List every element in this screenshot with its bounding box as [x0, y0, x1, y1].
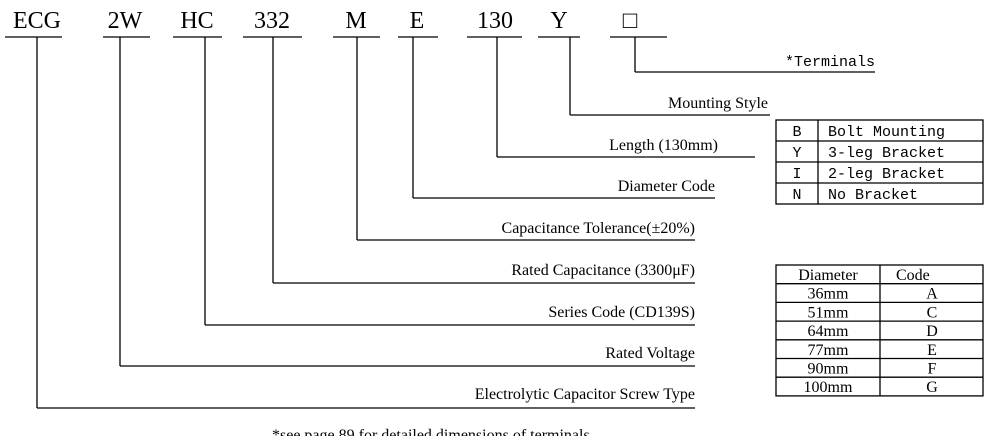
table-cell: 2-leg Bracket: [828, 166, 945, 183]
explanation: Mounting Style: [668, 95, 768, 112]
table-cell: No Bracket: [828, 187, 918, 204]
code: HC: [180, 8, 213, 34]
explanation: Rated Voltage: [605, 345, 695, 362]
code: ECG: [13, 8, 61, 34]
table-cell: Bolt Mounting: [828, 124, 945, 141]
explanation: Diameter Code: [618, 178, 715, 195]
table-cell: D: [926, 323, 938, 340]
code: 130: [477, 8, 513, 34]
table-cell: 77mm: [808, 342, 849, 359]
table-cell: B: [792, 124, 801, 141]
explanation: Length (130mm): [609, 137, 718, 154]
code: M: [345, 8, 366, 34]
table-cell: 64mm: [808, 323, 849, 340]
table-cell: E: [927, 342, 937, 359]
explanation: Series Code (CD139S): [548, 304, 695, 321]
table-cell: I: [792, 166, 801, 183]
table-cell: Diameter: [798, 267, 858, 284]
table-cell: N: [792, 187, 801, 204]
table-cell: 36mm: [808, 286, 849, 303]
table-cell: C: [927, 304, 938, 321]
table-cell: 90mm: [808, 361, 849, 378]
explanation: *Terminals: [785, 54, 875, 71]
code: E: [410, 8, 425, 34]
table-cell: 51mm: [808, 304, 849, 321]
table-cell: A: [926, 286, 938, 303]
table-cell: G: [926, 379, 938, 396]
code: 332: [254, 8, 290, 34]
code: 2W: [108, 8, 143, 34]
footnote: *see page 89 for detailed dimensions of …: [272, 427, 590, 436]
explanation: Rated Capacitance (3300μF): [511, 262, 695, 279]
table-cell: Y: [792, 145, 801, 162]
code: Y: [550, 8, 567, 34]
table-cell: F: [928, 361, 937, 378]
table-cell: Code: [896, 267, 930, 284]
table-cell: 100mm: [804, 379, 853, 396]
explanation: Electrolytic Capacitor Screw Type: [475, 386, 695, 403]
code: □: [623, 8, 638, 34]
table-cell: 3-leg Bracket: [828, 145, 945, 162]
explanation: Capacitance Tolerance(±20%): [502, 220, 695, 237]
